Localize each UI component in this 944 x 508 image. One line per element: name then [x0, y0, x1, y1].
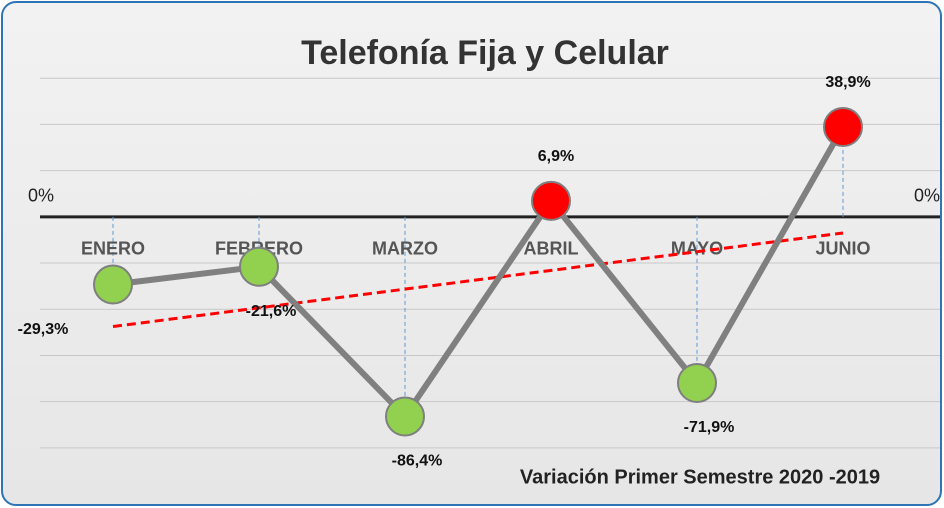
chart-title: Telefonía Fija y Celular — [301, 34, 669, 72]
data-label: -29,3% — [18, 321, 69, 338]
data-label: 38,9% — [825, 74, 870, 91]
marker — [239, 246, 279, 287]
marker — [823, 106, 863, 147]
data-label: -86,4% — [392, 453, 443, 470]
marker — [385, 396, 425, 437]
marker — [93, 264, 133, 305]
marker — [677, 362, 717, 403]
marker — [531, 180, 571, 221]
x-tick-label: JUNIO — [815, 239, 870, 259]
x-tick-label: MARZO — [372, 239, 438, 259]
data-label: 6,9% — [538, 148, 574, 165]
data-label: -21,6% — [246, 303, 297, 320]
footer: Variación Primer Semestre 2020 -2019 — [520, 466, 880, 488]
y-tick-label: 0% — [28, 186, 54, 206]
y-tick-label: 0% — [914, 186, 940, 206]
line — [112, 125, 846, 420]
trendline — [112, 231, 844, 329]
x-tick-label: ABRIL — [524, 239, 579, 259]
data-label: -71,9% — [684, 419, 735, 436]
x-tick-label: ENERO — [81, 239, 145, 259]
